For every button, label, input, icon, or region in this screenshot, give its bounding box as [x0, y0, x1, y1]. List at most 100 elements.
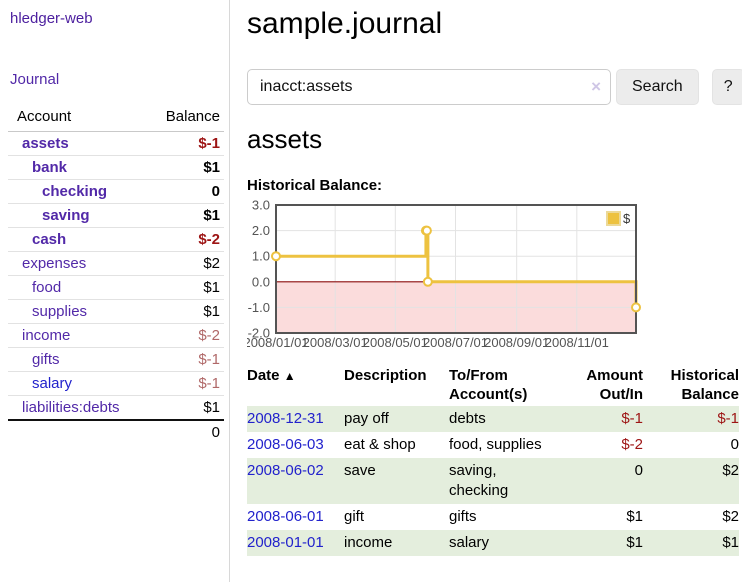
account-row-checking: checking 0	[8, 179, 224, 204]
account-balance: $-1	[149, 347, 224, 372]
transaction-accounts: saving, checking	[449, 458, 561, 504]
transaction-accounts: debts	[449, 406, 561, 432]
clear-search-icon[interactable]: ×	[591, 77, 601, 96]
transaction-description: eat & shop	[344, 436, 416, 453]
page-title: sample.journal	[247, 7, 443, 40]
account-link-supplies[interactable]: supplies	[32, 303, 88, 320]
account-row-expenses: expenses $2	[8, 251, 224, 276]
transaction-date-link[interactable]: 2008-06-03	[247, 436, 324, 453]
transaction-amount: 0	[561, 458, 643, 504]
transaction-balance: 0	[730, 436, 739, 453]
account-balance: $1	[149, 299, 224, 324]
account-row-food: food $1	[8, 275, 224, 300]
account-heading: assets	[247, 124, 323, 154]
transaction-description: save	[344, 458, 449, 504]
register-header-balance: Historical Balance	[670, 367, 739, 403]
transaction-amount: $-1	[561, 406, 643, 432]
transaction-date-link[interactable]: 2008-01-01	[247, 534, 324, 551]
account-row-liabilities-debts: liabilities:debts $1	[8, 395, 224, 421]
register-row: 2008-06-01 gift gifts $1 $2	[247, 504, 739, 530]
account-balance: $-1	[149, 131, 224, 156]
account-row-income: income $-2	[8, 323, 224, 348]
svg-text:2008/01/01: 2008/01/01	[247, 335, 309, 350]
account-balance: $1	[149, 395, 224, 421]
svg-text:2.0: 2.0	[252, 223, 270, 238]
account-link-gifts[interactable]: gifts	[32, 351, 60, 368]
accounts-header-account: Account	[8, 104, 150, 132]
help-button[interactable]: ?	[711, 69, 742, 105]
svg-text:3.0: 3.0	[252, 198, 270, 213]
account-link-checking[interactable]: checking	[42, 183, 108, 200]
svg-text:2008/09/01: 2008/09/01	[484, 335, 549, 350]
transaction-balance: $2	[722, 508, 739, 525]
account-row-bank: bank $1	[8, 155, 224, 180]
transaction-amount: $1	[626, 508, 643, 525]
register-header-accounts: To/From Account(s)	[449, 367, 528, 403]
transaction-balance: $1	[643, 530, 739, 556]
account-link-salary[interactable]: salary	[32, 375, 73, 392]
transaction-accounts: salary	[449, 530, 561, 556]
account-balance: $-2	[149, 227, 224, 252]
register-row: 2008-01-01 income salary $1 $1	[247, 530, 739, 556]
historical-balance-chart: $3.0 2.0 1.0 0.0 -1.0 -2.02008/01/012008/03/0…	[247, 198, 641, 350]
svg-text:0.0: 0.0	[252, 274, 270, 289]
svg-text:2008/11/01: 2008/11/01	[545, 335, 609, 350]
main-content: sample.journal × Search ? assets Histori…	[230, 0, 742, 582]
account-link-assets[interactable]: assets	[22, 135, 69, 152]
svg-text:$: $	[623, 211, 631, 226]
transaction-description: gift	[344, 508, 365, 525]
account-link-bank[interactable]: bank	[32, 159, 68, 176]
search-input[interactable]	[247, 69, 611, 105]
date-sort-link[interactable]: Date	[247, 367, 280, 384]
account-row-gifts: gifts $-1	[8, 347, 224, 372]
account-row-assets: assets $-1	[8, 131, 224, 156]
account-link-cash[interactable]: cash	[32, 231, 67, 248]
svg-text:1.0: 1.0	[252, 249, 270, 264]
accounts-header-balance: Balance	[149, 104, 224, 132]
svg-text:2008/05/01: 2008/05/01	[363, 335, 428, 350]
transaction-description: pay off	[344, 406, 449, 432]
sidebar-item-journal[interactable]: Journal	[10, 71, 60, 88]
account-row-saving: saving $1	[8, 203, 224, 228]
search-button[interactable]: Search	[616, 69, 699, 105]
account-link-saving[interactable]: saving	[42, 207, 90, 224]
accounts-header-row: Account Balance	[8, 104, 224, 132]
sort-caret-up-icon: ▲	[283, 369, 296, 383]
register-table: Date ▲ Description To/From Account(s) Am…	[247, 364, 739, 556]
register-row: 2008-06-03 eat & shop food, supplies $-2…	[247, 432, 739, 458]
transaction-amount: $-2	[621, 436, 643, 453]
search-input-wrap: ×	[247, 69, 611, 105]
register-row: 2008-06-02 save saving, checking 0 $2	[247, 458, 739, 504]
transaction-date-link[interactable]: 2008-12-31	[247, 410, 324, 427]
transaction-accounts: gifts	[449, 508, 477, 525]
sidebar: hledger-web Journal Account Balance asse…	[0, 0, 230, 582]
app-title-link[interactable]: hledger-web	[10, 10, 93, 27]
register-header-amount: Amount Out/In	[586, 367, 643, 403]
account-link-food[interactable]: food	[32, 279, 62, 296]
account-link-income[interactable]: income	[22, 327, 71, 344]
transaction-balance: $-1	[643, 406, 739, 432]
account-link-expenses[interactable]: expenses	[22, 255, 87, 272]
accounts-table: Account Balance assets $-1 bank $1 check…	[8, 104, 224, 444]
svg-text:2008/03/01: 2008/03/01	[303, 335, 368, 350]
register-header-row: Date ▲ Description To/From Account(s) Am…	[247, 364, 739, 406]
account-balance: 0	[149, 179, 224, 204]
transaction-balance: $2	[643, 458, 739, 504]
chart-title: Historical Balance:	[247, 177, 383, 194]
svg-text:-1.0: -1.0	[248, 300, 270, 315]
account-balance: $1	[149, 203, 224, 228]
accounts-total-value: 0	[149, 419, 224, 444]
account-row-salary: salary $-1	[8, 371, 224, 396]
account-row-cash: cash $-2	[8, 227, 224, 252]
account-row-supplies: supplies $1	[8, 299, 224, 324]
account-link-liabilities-debts[interactable]: liabilities:debts	[22, 399, 120, 416]
transaction-date-link[interactable]: 2008-06-02	[247, 462, 324, 479]
transaction-description: income	[344, 530, 449, 556]
svg-text:-2.0: -2.0	[248, 326, 270, 341]
svg-text:2008/07/01: 2008/07/01	[423, 335, 488, 350]
account-balance: $2	[149, 251, 224, 276]
register-header-description: Description	[344, 367, 427, 384]
transaction-date-link[interactable]: 2008-06-01	[247, 508, 324, 525]
account-balance: $1	[149, 275, 224, 300]
